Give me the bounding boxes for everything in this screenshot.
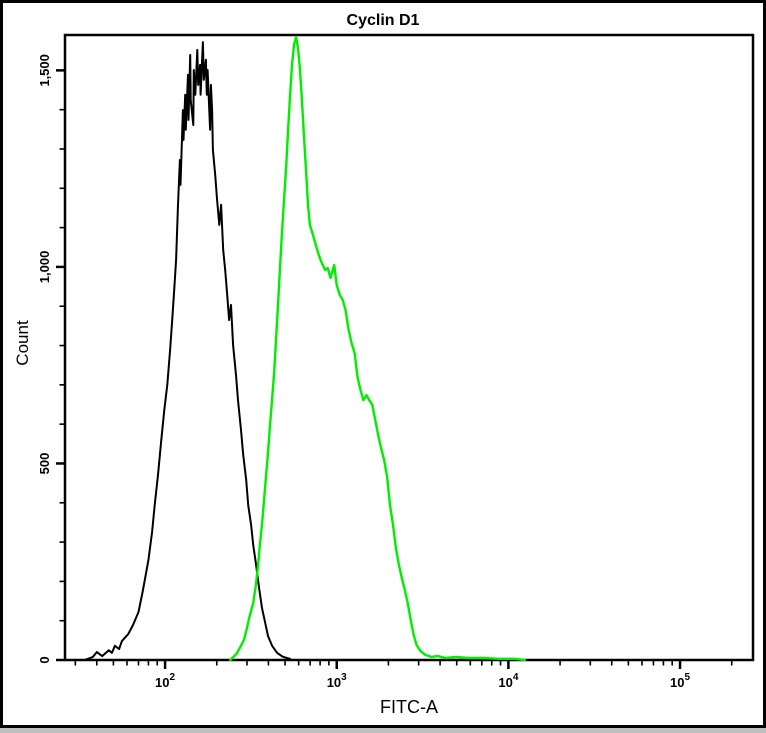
y-tick-label: 1,500 bbox=[37, 54, 52, 87]
series-traces bbox=[83, 35, 527, 662]
y-tick-label: 1,000 bbox=[37, 251, 52, 284]
plot-frame bbox=[63, 33, 755, 662]
x-axis-ticks: 102 103 104 105 bbox=[74, 660, 733, 690]
y-tick-label: 0 bbox=[37, 656, 52, 663]
y-axis-title: Count bbox=[13, 320, 32, 366]
chart-title: Cyclin D1 bbox=[347, 12, 420, 29]
y-tick-label: 500 bbox=[37, 453, 52, 475]
x-axis-title: FITC-A bbox=[380, 697, 438, 717]
black-trace bbox=[83, 41, 291, 661]
green-trace bbox=[229, 35, 527, 662]
y-axis-ticks: 0 500 1,000 1,500 bbox=[37, 54, 65, 664]
